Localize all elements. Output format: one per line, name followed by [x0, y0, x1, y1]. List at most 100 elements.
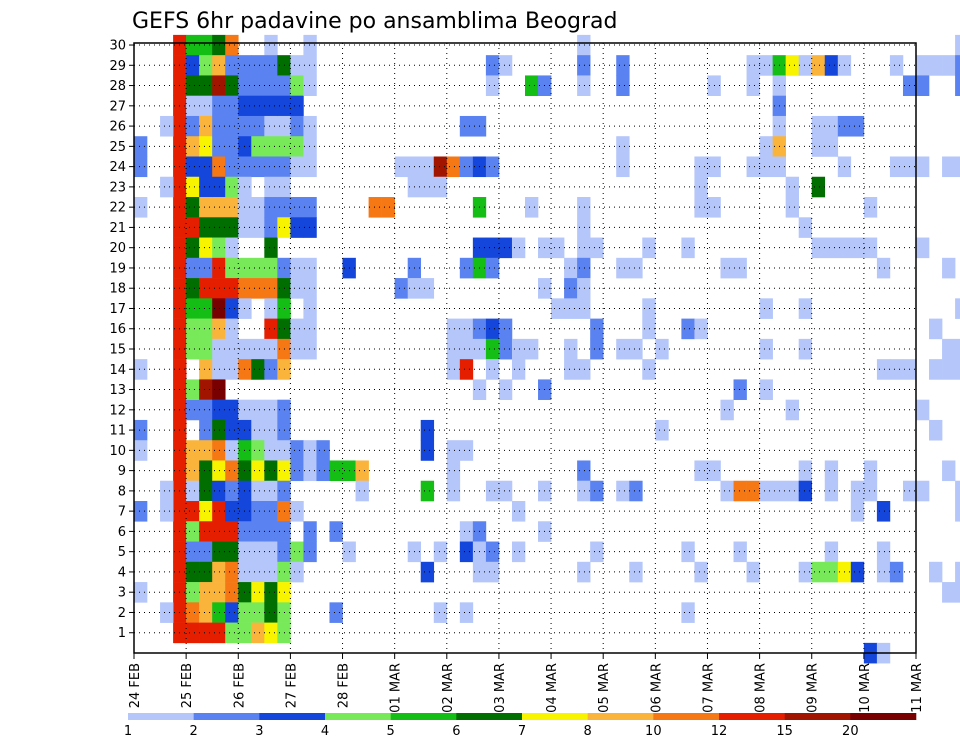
- heatmap-cell: [134, 440, 148, 461]
- colorbar-swatch: [587, 713, 654, 720]
- heatmap-cell: [225, 318, 239, 340]
- heatmap-cell: [264, 521, 278, 542]
- heatmap-cell: [199, 379, 213, 400]
- heatmap-cell: [616, 480, 630, 502]
- heatmap-cell: [433, 602, 448, 623]
- heatmap-cell: [942, 460, 956, 482]
- heatmap-cell: [329, 460, 343, 482]
- heatmap-cell: [225, 257, 239, 279]
- heatmap-cell: [551, 237, 565, 259]
- heatmap-cell: [485, 237, 500, 259]
- colorbar-label: 10: [645, 724, 662, 739]
- colorbar-label: 12: [711, 724, 728, 739]
- heatmap-cell: [498, 237, 513, 259]
- heatmap-cell: [616, 75, 630, 96]
- heatmap-cell: [955, 156, 960, 178]
- heatmap-cell: [225, 298, 239, 319]
- heatmap-cell: [199, 217, 213, 238]
- heatmap-cell: [616, 257, 630, 279]
- heatmap-cell: [186, 399, 200, 421]
- heatmap-cell: [824, 237, 839, 259]
- x-tick-label: 05 MAR: [597, 663, 612, 713]
- heatmap-cell: [498, 379, 513, 400]
- heatmap-cell: [368, 197, 382, 218]
- colorbar-swatch: [193, 713, 260, 720]
- heatmap-cell: [420, 561, 435, 583]
- heatmap-cell: [629, 257, 643, 279]
- heatmap-cell: [134, 501, 148, 522]
- heatmap-cell: [186, 501, 200, 522]
- heatmap-cell: [824, 115, 839, 137]
- heatmap-cell: [186, 257, 200, 279]
- heatmap-cell: [942, 55, 956, 76]
- heatmap-cell: [264, 460, 278, 482]
- heatmap-cell: [225, 440, 239, 461]
- heatmap-cell: [290, 278, 304, 299]
- heatmap-cell: [876, 359, 891, 380]
- heatmap-cell: [290, 501, 304, 522]
- heatmap-cell: [212, 521, 226, 542]
- heatmap-cell: [199, 582, 213, 603]
- heatmap-cell: [290, 318, 304, 340]
- y-tick-label: 27: [109, 99, 126, 114]
- heatmap-cell: [746, 156, 760, 178]
- heatmap-cell: [850, 480, 865, 502]
- heatmap-cell: [498, 480, 513, 502]
- heatmap-cell: [225, 115, 239, 137]
- heatmap-cell: [642, 298, 656, 319]
- heatmap-cell: [186, 136, 200, 157]
- heatmap-cell: [225, 561, 239, 583]
- x-tick-label: 28 FEB: [337, 663, 352, 708]
- heatmap-cell: [929, 318, 943, 340]
- heatmap-cell: [746, 480, 760, 502]
- heatmap-cell: [212, 561, 226, 583]
- y-tick-label: 18: [109, 282, 126, 297]
- heatmap-cell: [303, 156, 317, 178]
- heatmap-cell: [381, 197, 395, 218]
- heatmap-cell: [942, 338, 956, 360]
- x-tick-label: 06 MAR: [649, 663, 664, 713]
- heatmap-cell: [212, 257, 226, 279]
- heatmap-cell: [798, 338, 813, 360]
- heatmap-cell: [251, 75, 265, 96]
- heatmap-cell: [225, 419, 239, 441]
- heatmap-cell: [225, 34, 239, 56]
- y-tick-label: 4: [118, 565, 126, 580]
- heatmap-cell: [134, 197, 148, 218]
- colorbar-swatch: [653, 713, 720, 720]
- x-tick-label: 27 FEB: [284, 663, 299, 708]
- heatmap-cell: [446, 156, 461, 178]
- heatmap-cell: [199, 521, 213, 542]
- heatmap-cell: [824, 541, 839, 563]
- heatmap-cell: [199, 338, 213, 360]
- heatmap-cell: [212, 298, 226, 319]
- heatmap-cell: [798, 217, 813, 238]
- heatmap-cell: [889, 359, 904, 380]
- heatmap-cell: [459, 115, 474, 137]
- heatmap-cell: [251, 95, 265, 117]
- heatmap-cell: [590, 318, 604, 340]
- heatmap-cell: [498, 55, 513, 76]
- heatmap-cell: [459, 602, 474, 623]
- heatmap-cell: [889, 156, 904, 178]
- heatmap-cell: [525, 338, 539, 360]
- heatmap-cell: [616, 156, 630, 178]
- colorbar-label: 3: [255, 724, 263, 739]
- heatmap-cell: [186, 115, 200, 137]
- heatmap-cell: [785, 176, 799, 198]
- heatmap-cell: [251, 217, 265, 238]
- heatmap-cell: [186, 34, 200, 56]
- heatmap-cell: [199, 399, 213, 421]
- heatmap-cell: [759, 136, 773, 157]
- heatmap-cell: [459, 359, 474, 380]
- heatmap-cell: [264, 217, 278, 238]
- heatmap-cell: [459, 521, 474, 542]
- y-tick-label: 26: [109, 120, 126, 135]
- heatmap-cell: [955, 75, 960, 96]
- heatmap-cell: [955, 501, 960, 522]
- heatmap-cell: [212, 156, 226, 178]
- heatmap-cell: [942, 156, 956, 178]
- heatmap-cell: [186, 379, 200, 400]
- heatmap-cell: [655, 419, 669, 441]
- heatmap-cell: [225, 460, 239, 482]
